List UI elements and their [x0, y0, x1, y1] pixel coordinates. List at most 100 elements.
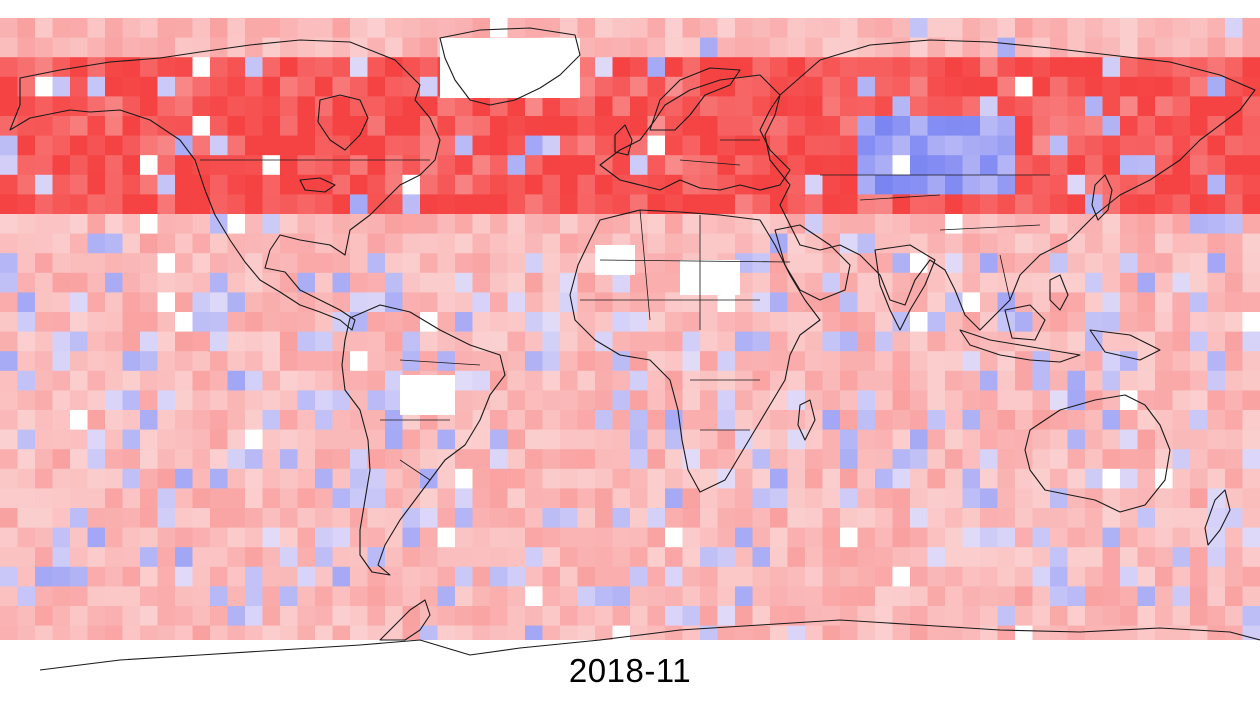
anomaly-cell	[1172, 18, 1191, 39]
anomaly-cell	[542, 508, 561, 529]
anomaly-cell	[927, 331, 946, 352]
anomaly-cell	[402, 233, 421, 254]
anomaly-cell	[805, 527, 824, 548]
anomaly-cell	[980, 18, 999, 39]
anomaly-cell	[910, 116, 929, 137]
anomaly-cell	[595, 547, 614, 568]
anomaly-cell	[980, 57, 999, 78]
anomaly-cell	[682, 331, 701, 352]
anomaly-cell	[1120, 449, 1139, 470]
anomaly-cell	[105, 312, 124, 333]
anomaly-cell	[1015, 586, 1034, 607]
anomaly-cell	[455, 312, 474, 333]
anomaly-cell	[717, 214, 736, 235]
anomaly-cell	[490, 135, 509, 156]
anomaly-cell	[612, 57, 631, 78]
anomaly-cell	[1050, 468, 1069, 489]
anomaly-cell	[1155, 508, 1174, 529]
anomaly-cell	[700, 37, 719, 58]
anomaly-cell	[647, 527, 666, 548]
anomaly-cell	[1102, 488, 1121, 509]
anomaly-cell	[717, 57, 736, 78]
anomaly-cell	[1120, 370, 1139, 391]
anomaly-cell	[1172, 37, 1191, 58]
anomaly-cell	[1225, 292, 1244, 313]
anomaly-cell	[210, 37, 229, 58]
anomaly-cell	[1207, 566, 1226, 587]
anomaly-cell	[332, 312, 351, 333]
anomaly-cell	[87, 566, 106, 587]
anomaly-cell	[1137, 253, 1156, 274]
anomaly-cell	[507, 586, 526, 607]
anomaly-cell	[472, 155, 491, 176]
anomaly-cell	[0, 96, 19, 117]
anomaly-cell	[787, 429, 806, 450]
anomaly-cell	[1120, 96, 1139, 117]
anomaly-cell	[577, 547, 596, 568]
anomaly-cell	[262, 312, 281, 333]
anomaly-cell	[52, 606, 71, 627]
anomaly-cell	[157, 331, 176, 352]
anomaly-cell	[87, 155, 106, 176]
anomaly-cell	[1067, 57, 1086, 78]
anomaly-cell	[770, 135, 789, 156]
anomaly-cell	[717, 449, 736, 470]
anomaly-cell	[997, 312, 1016, 333]
anomaly-cell	[630, 57, 649, 78]
anomaly-cell	[962, 135, 981, 156]
anomaly-cell	[1172, 410, 1191, 431]
anomaly-cell	[1190, 272, 1209, 293]
anomaly-cell	[87, 586, 106, 607]
anomaly-cell	[245, 292, 264, 313]
anomaly-cell	[1225, 606, 1244, 627]
anomaly-cell	[52, 410, 71, 431]
anomaly-cell	[0, 390, 19, 411]
anomaly-cell	[350, 174, 369, 195]
anomaly-cell	[1102, 233, 1121, 254]
anomaly-cell	[1225, 155, 1244, 176]
anomaly-cell	[700, 312, 719, 333]
anomaly-cell	[910, 57, 929, 78]
anomaly-cell	[525, 429, 544, 450]
anomaly-cell	[297, 547, 316, 568]
anomaly-cell	[787, 508, 806, 529]
anomaly-cell	[455, 292, 474, 313]
anomaly-cell	[1207, 606, 1226, 627]
anomaly-cell	[1120, 468, 1139, 489]
anomaly-cell	[0, 214, 19, 235]
anomaly-cell	[997, 76, 1016, 97]
anomaly-cell	[700, 429, 719, 450]
anomaly-cell	[717, 116, 736, 137]
anomaly-cell	[17, 390, 36, 411]
anomaly-cell	[245, 586, 264, 607]
anomaly-cell	[1067, 37, 1086, 58]
great-lakes-outline	[299, 177, 336, 193]
anomaly-cell	[17, 116, 36, 137]
anomaly-cell	[612, 488, 631, 509]
anomaly-cell	[770, 272, 789, 293]
anomaly-cell	[472, 468, 491, 489]
anomaly-cell	[1225, 547, 1244, 568]
anomaly-cell	[1085, 194, 1104, 215]
anomaly-cell	[1172, 272, 1191, 293]
anomaly-cell	[770, 410, 789, 431]
anomaly-cell	[875, 410, 894, 431]
anomaly-cell	[455, 468, 474, 489]
anomaly-cell	[822, 488, 841, 509]
anomaly-cell	[962, 390, 981, 411]
anomaly-cell	[1172, 547, 1191, 568]
anomaly-cell	[577, 233, 596, 254]
anomaly-cell	[997, 488, 1016, 509]
anomaly-cell	[280, 214, 299, 235]
anomaly-cell	[350, 135, 369, 156]
anomaly-cell	[787, 586, 806, 607]
anomaly-cell	[35, 76, 54, 97]
anomaly-cell	[1155, 194, 1174, 215]
anomaly-cell	[525, 312, 544, 333]
anomaly-cell	[577, 390, 596, 411]
anomaly-cell	[70, 351, 89, 372]
anomaly-cell	[805, 18, 824, 39]
anomaly-cell	[1137, 508, 1156, 529]
anomaly-cell	[525, 606, 544, 627]
anomaly-cell	[1067, 116, 1086, 137]
